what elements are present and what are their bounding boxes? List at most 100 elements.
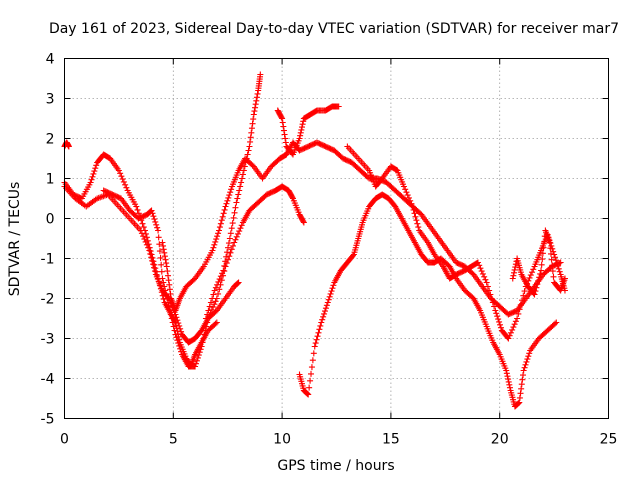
data-point (550, 273, 557, 280)
data-point (520, 292, 527, 299)
data-point (321, 310, 328, 317)
data-point (402, 186, 409, 193)
data-point (178, 328, 185, 335)
data-point (505, 376, 512, 383)
data-point (335, 103, 342, 110)
data-point (326, 293, 333, 300)
data-point (313, 336, 320, 343)
data-point (515, 310, 522, 317)
data-point (148, 254, 155, 261)
data-point (525, 353, 532, 360)
data-point (91, 168, 98, 175)
series-track-e (202, 71, 264, 322)
data-point (412, 213, 419, 220)
data-point (175, 320, 182, 327)
data-point (213, 236, 220, 243)
data-point (493, 310, 500, 317)
data-point (202, 315, 209, 322)
data-point (539, 256, 546, 263)
data-point (504, 373, 511, 380)
data-point (155, 234, 162, 241)
data-point (229, 220, 236, 227)
data-point (486, 287, 493, 294)
data-point (204, 311, 211, 318)
y-tick-label: -5 (41, 412, 55, 428)
data-point (165, 277, 172, 284)
data-point (488, 295, 495, 302)
data-point (553, 319, 560, 326)
data-point (117, 170, 124, 177)
data-point (174, 317, 181, 324)
y-tick-label: 3 (46, 92, 55, 108)
data-point (298, 126, 305, 133)
data-point (172, 331, 179, 338)
data-point (173, 314, 180, 321)
data-point (512, 318, 519, 325)
data-point (217, 273, 224, 280)
data-point (279, 115, 286, 122)
data-point (169, 319, 176, 326)
data-point (157, 254, 164, 261)
data-point (526, 274, 533, 281)
data-point (234, 195, 241, 202)
data-point (541, 238, 548, 245)
data-point (225, 240, 232, 247)
data-point (235, 279, 242, 286)
data-point (304, 390, 311, 397)
y-tick-label: -3 (41, 332, 55, 348)
data-point (309, 357, 316, 364)
data-point (234, 280, 241, 287)
data-point (546, 239, 553, 246)
data-point (538, 267, 545, 274)
data-point (411, 210, 418, 217)
data-point (299, 121, 306, 128)
data-point (216, 286, 223, 293)
data-point (161, 249, 168, 256)
data-point (209, 295, 216, 302)
data-point (305, 391, 312, 398)
data-point (92, 165, 99, 172)
data-point (90, 170, 97, 177)
data-point (160, 242, 167, 249)
data-point (540, 244, 547, 251)
data-point (89, 173, 96, 180)
data-point (150, 213, 157, 220)
data-point (238, 222, 245, 229)
data-point (323, 302, 330, 309)
data-point (226, 235, 233, 242)
data-point (510, 269, 517, 276)
data-point (518, 381, 525, 388)
data-point (524, 356, 531, 363)
data-point (171, 327, 178, 334)
data-point (506, 381, 513, 388)
data-point (234, 230, 241, 237)
data-point (297, 132, 304, 139)
data-point (192, 360, 199, 367)
data-point (250, 116, 257, 123)
data-point (491, 303, 498, 310)
data-point (214, 281, 221, 288)
data-point (215, 290, 222, 297)
data-point (511, 266, 518, 273)
data-point (531, 291, 538, 298)
data-point (518, 385, 525, 392)
data-point (252, 104, 259, 111)
series-track-i (509, 227, 568, 298)
data-point (156, 241, 163, 248)
data-point (220, 210, 227, 217)
data-point (212, 320, 219, 327)
data-point (221, 262, 228, 269)
data-point (165, 299, 172, 306)
data-point (156, 248, 163, 255)
data-point (247, 138, 254, 145)
series-track-h (344, 143, 568, 342)
y-tick-label: 4 (46, 52, 55, 68)
data-point (279, 119, 286, 126)
y-tick-label: -4 (41, 372, 55, 388)
data-point (407, 197, 414, 204)
x-axis-label: GPS time / hours (277, 458, 394, 474)
data-point (314, 333, 321, 340)
data-point (413, 217, 420, 224)
data-point (316, 326, 323, 333)
data-point (405, 194, 412, 201)
